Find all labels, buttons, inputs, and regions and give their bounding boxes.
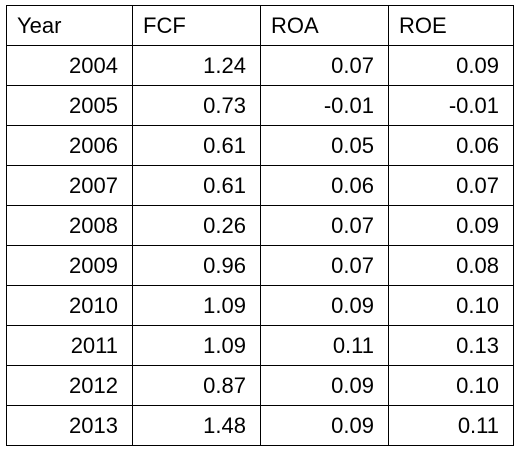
table-row: 2004 1.24 0.07 0.09 [6, 45, 514, 86]
cell-roa: 0.07 [260, 245, 389, 286]
cell-year: 2012 [6, 365, 133, 406]
cell-roa: 0.09 [260, 285, 389, 326]
cell-year: 2008 [6, 205, 133, 246]
cell-year: 2013 [6, 405, 133, 446]
cell-roe: 0.13 [388, 325, 514, 366]
cell-fcf: 0.61 [132, 165, 261, 206]
cell-roa: 0.11 [260, 325, 389, 366]
header-row: Year FCF ROA ROE [6, 5, 514, 46]
cell-roa: 0.09 [260, 365, 389, 406]
header-fcf: FCF [132, 5, 261, 46]
cell-roe: 0.08 [388, 245, 514, 286]
header-roe: ROE [388, 5, 514, 46]
table-row: 2008 0.26 0.07 0.09 [6, 205, 514, 246]
cell-fcf: 0.26 [132, 205, 261, 246]
cell-roa: -0.01 [260, 85, 389, 126]
cell-fcf: 1.48 [132, 405, 261, 446]
cell-year: 2006 [6, 125, 133, 166]
cell-roa: 0.05 [260, 125, 389, 166]
cell-year: 2010 [6, 285, 133, 326]
table-row: 2009 0.96 0.07 0.08 [6, 245, 514, 286]
cell-year: 2005 [6, 85, 133, 126]
cell-fcf: 1.24 [132, 45, 261, 86]
header-year: Year [6, 5, 133, 46]
cell-roa: 0.06 [260, 165, 389, 206]
table-row: 2006 0.61 0.05 0.06 [6, 125, 514, 166]
table-row: 2013 1.48 0.09 0.11 [6, 405, 514, 446]
cell-fcf: 0.73 [132, 85, 261, 126]
cell-roa: 0.07 [260, 45, 389, 86]
cell-fcf: 0.61 [132, 125, 261, 166]
cell-roe: 0.06 [388, 125, 514, 166]
cell-year: 2009 [6, 245, 133, 286]
cell-roe: 0.11 [388, 405, 514, 446]
cell-roe: 0.10 [388, 365, 514, 406]
cell-year: 2004 [6, 45, 133, 86]
cell-roe: 0.07 [388, 165, 514, 206]
cell-roa: 0.07 [260, 205, 389, 246]
table-row: 2010 1.09 0.09 0.10 [6, 285, 514, 326]
cell-roe: 0.09 [388, 45, 514, 86]
cell-fcf: 1.09 [132, 325, 261, 366]
cell-fcf: 0.96 [132, 245, 261, 286]
cell-year: 2007 [6, 165, 133, 206]
cell-roa: 0.09 [260, 405, 389, 446]
table-row: 2007 0.61 0.06 0.07 [6, 165, 514, 206]
cell-roe: -0.01 [388, 85, 514, 126]
cell-roe: 0.09 [388, 205, 514, 246]
cell-fcf: 1.09 [132, 285, 261, 326]
table-row: 2005 0.73 -0.01 -0.01 [6, 85, 514, 126]
financial-data-table: Year FCF ROA ROE 2004 1.24 0.07 0.09 200… [6, 5, 514, 446]
cell-roe: 0.10 [388, 285, 514, 326]
cell-fcf: 0.87 [132, 365, 261, 406]
header-roa: ROA [260, 5, 389, 46]
cell-year: 2011 [6, 325, 133, 366]
table-row: 2011 1.09 0.11 0.13 [6, 325, 514, 366]
table-row: 2012 0.87 0.09 0.10 [6, 365, 514, 406]
